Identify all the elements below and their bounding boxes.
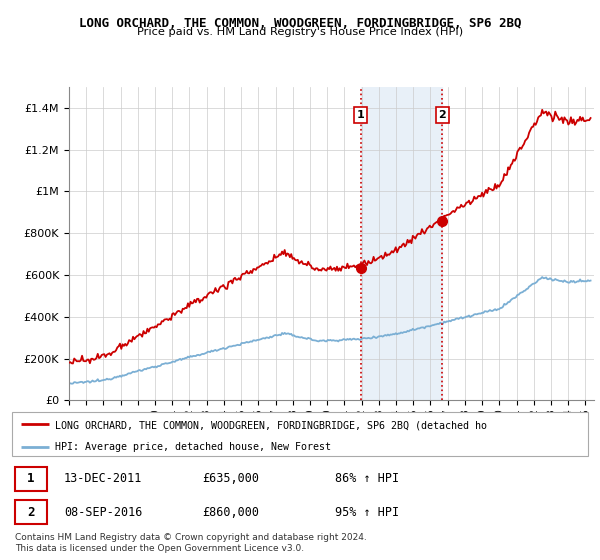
FancyBboxPatch shape — [15, 500, 47, 525]
Text: £860,000: £860,000 — [202, 506, 259, 519]
Text: LONG ORCHARD, THE COMMON, WOODGREEN, FORDINGBRIDGE, SP6 2BQ: LONG ORCHARD, THE COMMON, WOODGREEN, FOR… — [79, 17, 521, 30]
FancyBboxPatch shape — [15, 466, 47, 491]
Text: Price paid vs. HM Land Registry's House Price Index (HPI): Price paid vs. HM Land Registry's House … — [137, 27, 463, 37]
Text: 86% ↑ HPI: 86% ↑ HPI — [335, 472, 398, 486]
Text: 08-SEP-2016: 08-SEP-2016 — [64, 506, 142, 519]
Text: HPI: Average price, detached house, New Forest: HPI: Average price, detached house, New … — [55, 442, 331, 452]
Text: 1: 1 — [27, 472, 34, 486]
Text: 2: 2 — [27, 506, 34, 519]
Text: £635,000: £635,000 — [202, 472, 259, 486]
Text: 2: 2 — [439, 110, 446, 120]
Bar — [361, 87, 442, 400]
Text: 95% ↑ HPI: 95% ↑ HPI — [335, 506, 398, 519]
FancyBboxPatch shape — [12, 412, 588, 456]
Text: Contains HM Land Registry data © Crown copyright and database right 2024.
This d: Contains HM Land Registry data © Crown c… — [15, 533, 367, 553]
Text: LONG ORCHARD, THE COMMON, WOODGREEN, FORDINGBRIDGE, SP6 2BQ (detached ho: LONG ORCHARD, THE COMMON, WOODGREEN, FOR… — [55, 420, 487, 430]
Text: 13-DEC-2011: 13-DEC-2011 — [64, 472, 142, 486]
Text: 1: 1 — [357, 110, 365, 120]
